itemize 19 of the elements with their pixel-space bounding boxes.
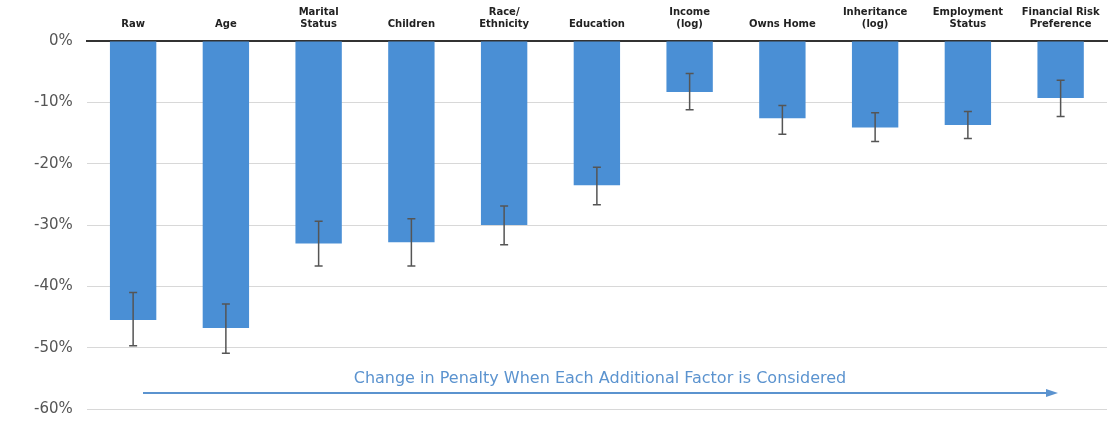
y-tick-label: -60% xyxy=(33,398,73,417)
x-tick-label: Race/ Ethnicity xyxy=(479,6,530,29)
y-tick-label: 0% xyxy=(48,30,73,49)
x-tick-label: Raw xyxy=(121,17,145,29)
x-tick-label: Financial Risk Preference xyxy=(1021,6,1100,29)
y-tick-label: -40% xyxy=(33,276,73,295)
x-tick-label: Age xyxy=(215,17,237,29)
x-tick-label: Employment Status xyxy=(932,6,1004,29)
y-tick-label: -50% xyxy=(33,337,73,356)
x-tick-label: Education xyxy=(568,17,625,29)
y-tick-label: -30% xyxy=(33,214,73,233)
x-tick-label: Owns Home xyxy=(749,17,816,29)
x-tick-label: Children xyxy=(387,17,436,29)
y-tick-label: -10% xyxy=(33,92,73,111)
x-tick-label: Inheritance (log) xyxy=(842,6,908,29)
annotation: Change in Penalty When Each Additional Factor is Considered xyxy=(352,368,848,387)
x-tick-label: Income (log) xyxy=(669,6,711,29)
y-tick-label: -20% xyxy=(33,153,73,172)
x-tick-label: Marital Status xyxy=(298,6,339,29)
